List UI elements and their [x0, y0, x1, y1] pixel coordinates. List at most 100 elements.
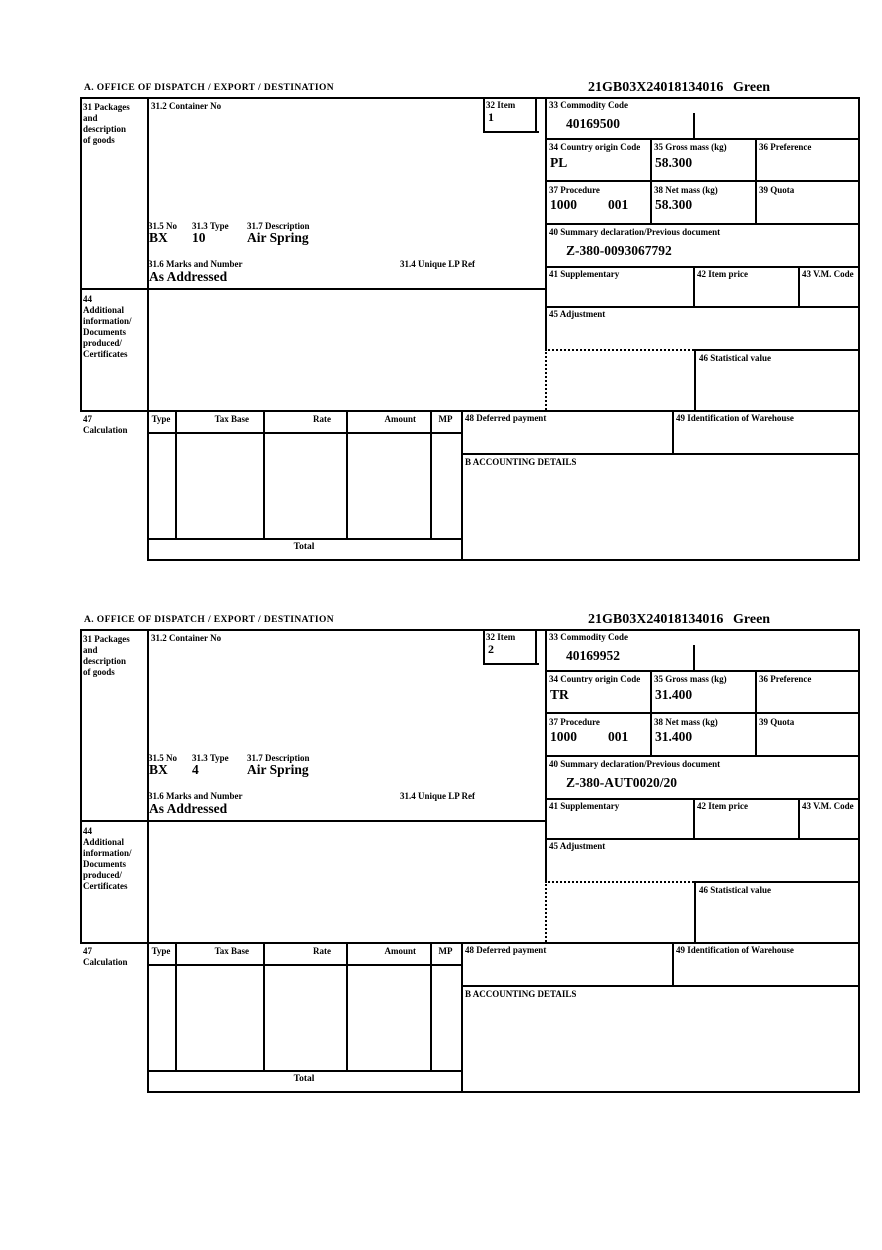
grid-line: [694, 349, 860, 351]
box49-label: 49 Identification of Warehouse: [676, 413, 794, 423]
grid-line: [755, 138, 757, 225]
box31-6-label: 31.6 Marks and Number: [148, 259, 243, 269]
dotted-line: [545, 881, 694, 883]
box42-label: 42 Item price: [697, 269, 748, 279]
net-mass-value: 31.400: [655, 729, 693, 744]
total-label: Total: [293, 1074, 315, 1084]
col-tax-base-header: Tax Base: [214, 946, 249, 956]
box44-caption: 44 Additional information/ Documents pro…: [83, 826, 132, 891]
grid-line: [694, 881, 860, 883]
grid-line: [80, 820, 545, 822]
box35-label: 35 Gross mass (kg): [654, 674, 727, 684]
grid-line: [535, 629, 537, 665]
grid-line: [80, 97, 82, 410]
summary-declaration-value: Z-380-AUT0020/20: [566, 775, 677, 790]
grid-line: [80, 942, 860, 944]
grid-line: [545, 712, 860, 714]
procedure-code-value: 1000: [550, 197, 577, 212]
col-mp-header: MP: [438, 946, 453, 956]
grid-line: [650, 138, 652, 225]
box42-label: 42 Item price: [697, 801, 748, 811]
box37-label: 37 Procedure: [549, 717, 600, 727]
net-mass-value: 58.300: [655, 197, 693, 212]
grid-line: [147, 1091, 860, 1093]
commodity-code-value: 40169952: [566, 648, 620, 663]
grid-line: [672, 410, 674, 455]
box49-label: 49 Identification of Warehouse: [676, 945, 794, 955]
gross-mass-value: 58.300: [655, 155, 693, 170]
summary-declaration-value: Z-380-0093067792: [566, 243, 672, 258]
grid-line: [80, 410, 860, 412]
dotted-line: [545, 349, 694, 351]
sad-continuation-form: A. OFFICE OF DISPATCH / EXPORT / DESTINA…: [80, 612, 860, 1094]
grid-line: [858, 629, 860, 1093]
box31-4-label: 31.4 Unique LP Ref: [400, 791, 476, 801]
box45-label: 45 Adjustment: [549, 841, 606, 851]
box35-label: 35 Gross mass (kg): [654, 142, 727, 152]
box31-7-label: 31.7 Description: [247, 221, 310, 231]
grid-line: [693, 113, 695, 140]
box31-3-label: 31.3 Type: [192, 221, 229, 231]
grid-line: [545, 670, 860, 672]
grid-line: [545, 798, 860, 800]
box38-label: 38 Net mass (kg): [654, 185, 718, 195]
box47-caption: 47 Calculation: [83, 414, 128, 435]
declaration-reference: 21GB03X24018134016: [588, 612, 724, 627]
grid-line: [483, 629, 485, 665]
routing-status: Green: [733, 80, 771, 95]
col-type-header: Type: [151, 414, 171, 424]
grid-line: [147, 97, 149, 561]
grid-line: [650, 670, 652, 757]
grid-line: [461, 985, 860, 987]
commodity-code-value: 40169500: [566, 116, 620, 131]
box43-label: 43 V.M. Code: [802, 269, 854, 279]
box32-label: 32 Item: [486, 632, 516, 642]
box33-label: 33 Commodity Code: [549, 100, 628, 110]
grid-line: [545, 97, 547, 349]
form-body: 31 Packages and description of goods 31.…: [80, 629, 860, 1093]
col-type-header: Type: [151, 946, 171, 956]
box41-label: 41 Supplementary: [549, 801, 620, 811]
grid-line: [430, 410, 432, 540]
box31-2-label: 31.2 Container No: [151, 101, 222, 111]
box43-label: 43 V.M. Code: [802, 801, 854, 811]
country-origin-value: TR: [550, 687, 569, 702]
grid-line: [147, 559, 860, 561]
box31-5-label: 31.5 No: [148, 753, 177, 763]
grid-line: [80, 629, 82, 942]
box34-label: 34 Country origin Code: [549, 674, 641, 684]
packages-type-value: 4: [192, 762, 199, 777]
grid-line: [175, 410, 177, 540]
grid-line: [545, 306, 860, 308]
grid-line: [545, 180, 860, 182]
grid-line: [80, 97, 860, 99]
grid-line: [693, 645, 695, 672]
grid-line: [545, 838, 860, 840]
box40-label: 40 Summary declaration/Previous document: [549, 759, 721, 769]
grid-line: [461, 410, 463, 561]
sad-continuation-form: A. OFFICE OF DISPATCH / EXPORT / DESTINA…: [80, 80, 860, 562]
grid-line: [693, 798, 695, 840]
box37-label: 37 Procedure: [549, 185, 600, 195]
grid-line: [672, 942, 674, 987]
grid-line: [263, 410, 265, 540]
dotted-line: [545, 881, 547, 942]
grid-line: [858, 97, 860, 561]
box36-label: 36 Preference: [759, 674, 812, 684]
item-number-value: 1: [488, 110, 494, 124]
grid-line: [147, 964, 461, 966]
grid-line: [545, 755, 860, 757]
packages-type-value: 10: [192, 230, 206, 245]
grid-line: [346, 410, 348, 540]
grid-line: [80, 288, 545, 290]
procedure-ext-value: 001: [608, 197, 629, 212]
box41-label: 41 Supplementary: [549, 269, 620, 279]
marks-value: As Addressed: [149, 269, 228, 284]
box36-label: 36 Preference: [759, 142, 812, 152]
box31-2-label: 31.2 Container No: [151, 633, 222, 643]
grid-line: [755, 670, 757, 757]
grid-line: [80, 629, 860, 631]
box31-5-label: 31.5 No: [148, 221, 177, 231]
box32-label: 32 Item: [486, 100, 516, 110]
